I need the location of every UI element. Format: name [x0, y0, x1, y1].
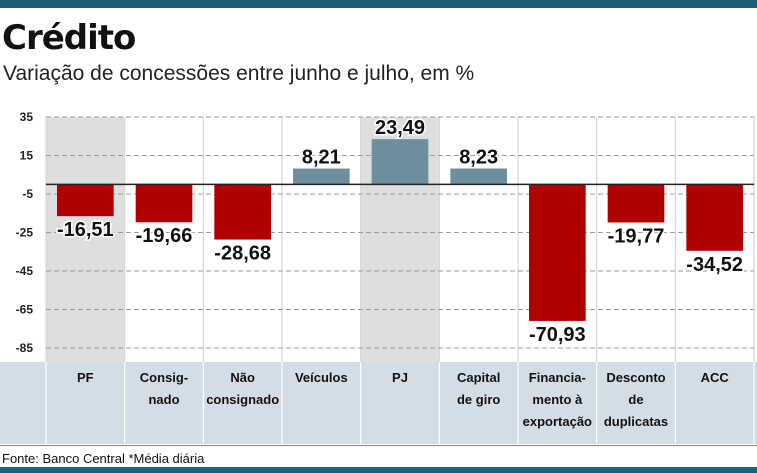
value-label: -70,93 — [529, 324, 586, 346]
category-label: Capital — [457, 370, 500, 385]
category-label: PF — [77, 370, 94, 385]
value-label: -16,51 — [57, 219, 114, 241]
y-tick-label: -85 — [16, 341, 34, 355]
bar — [529, 184, 586, 321]
value-label: -34,52 — [686, 254, 743, 276]
category-label: de giro — [457, 392, 500, 407]
category-label: Veículos — [295, 370, 348, 385]
bar — [450, 168, 507, 185]
category-label: Desconto — [606, 370, 665, 385]
value-label: 8,21 — [302, 147, 341, 169]
category-header-band — [0, 362, 757, 444]
category-label: exportação — [523, 414, 592, 429]
chart-subtitle: Variação de concessões entre junho e jul… — [3, 62, 475, 85]
bar — [607, 184, 665, 223]
category-label: nado — [148, 392, 179, 407]
category-label: Financia- — [529, 370, 586, 385]
value-label: -28,68 — [214, 243, 271, 265]
category-label: duplicatas — [604, 414, 668, 429]
value-label: 23,49 — [375, 117, 425, 139]
category-label: Não — [230, 370, 255, 385]
category-label: de — [628, 392, 643, 407]
y-tick-label: -5 — [22, 187, 33, 201]
highlight-column — [46, 117, 125, 362]
bar — [686, 184, 743, 251]
top-accent-bar — [0, 0, 757, 8]
value-label: 8,23 — [459, 147, 498, 169]
footer-divider — [0, 445, 757, 446]
y-tick-label: 15 — [20, 149, 34, 163]
category-label: Consig- — [140, 370, 188, 385]
bar — [371, 139, 429, 185]
bar — [57, 184, 114, 217]
y-tick-label: -65 — [16, 303, 34, 317]
value-label: -19,77 — [608, 225, 665, 247]
category-label: consignado — [206, 392, 279, 407]
bar — [135, 184, 193, 223]
bar-chart: 35 15 -5 -25 -45 -65 -85 -16,51 -19,66 -28,68 8,21… — [0, 110, 757, 444]
bar — [293, 168, 350, 185]
y-tick-label: -25 — [16, 226, 34, 240]
source-note: Fonte: Banco Central *Média diária — [2, 451, 205, 466]
y-tick-label: 35 — [20, 110, 34, 124]
value-label: -19,66 — [136, 225, 193, 247]
category-label: mento à — [532, 392, 583, 407]
category-label: PJ — [392, 370, 408, 385]
chart-title: Crédito — [2, 18, 136, 58]
category-label: ACC — [701, 370, 730, 385]
bottom-accent-bar — [0, 467, 757, 473]
bar — [214, 184, 271, 240]
y-tick-label: -45 — [16, 264, 34, 278]
